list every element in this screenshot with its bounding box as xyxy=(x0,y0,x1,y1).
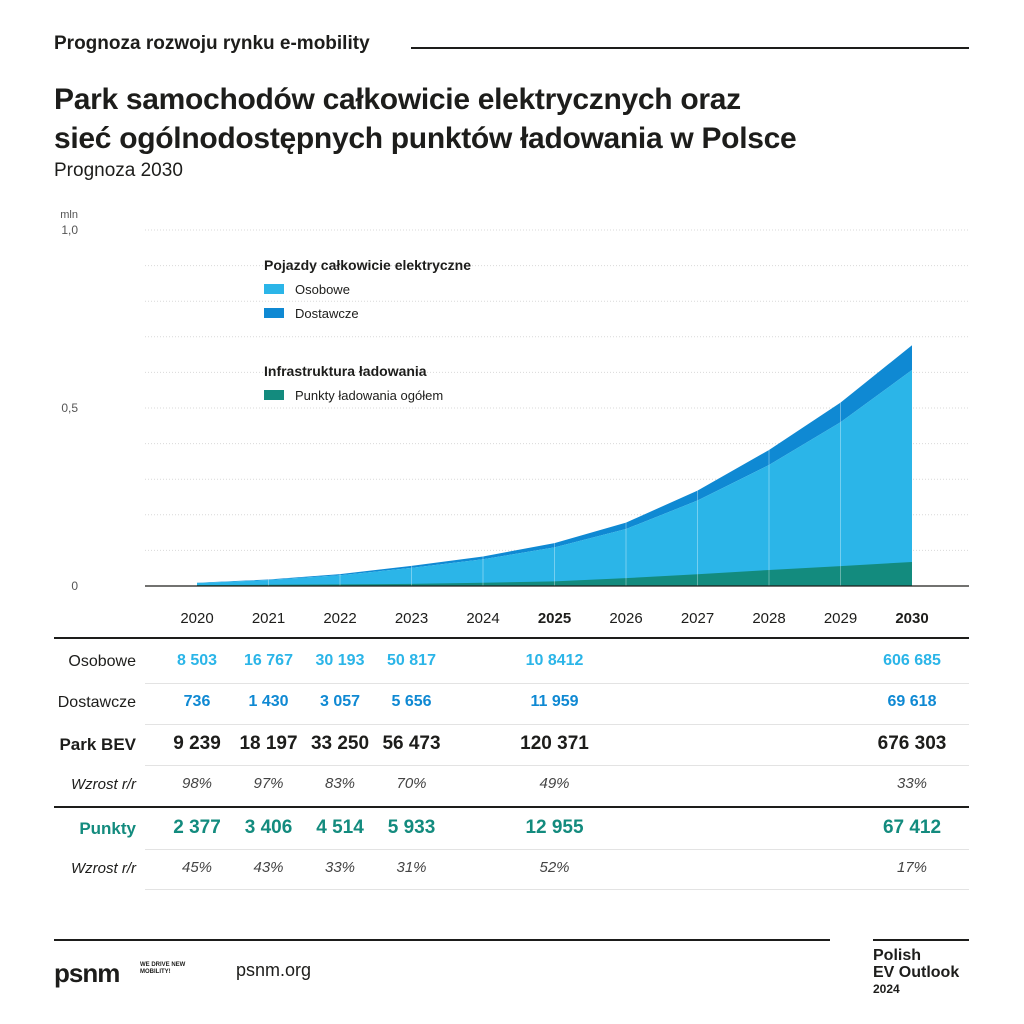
table-cell: 33 250 xyxy=(310,733,370,754)
page-title-line-2: sieć ogólnodostępnych punktów ładowania … xyxy=(54,122,797,155)
table-cell: 69 618 xyxy=(887,693,937,710)
table-cell: 50 817 xyxy=(387,652,436,669)
table-cell: 120 371 xyxy=(520,733,589,754)
table-cell: 98% xyxy=(181,775,213,792)
psnm-logo: psnm xyxy=(54,958,120,988)
table-cell: 83% xyxy=(324,775,356,792)
table-cell: 4 514 xyxy=(316,817,364,838)
table-cell: 11 959 xyxy=(530,693,579,710)
legend-punkty-swatch xyxy=(264,390,284,400)
brand-line-2: EV Outlook xyxy=(873,964,960,981)
table-cell: 10 8412 xyxy=(525,652,584,669)
x-tick-label: 2024 xyxy=(466,610,499,627)
table-rule xyxy=(145,849,969,850)
psnm-logo-tagline: WE DRIVE NEW MOBILITY! xyxy=(140,962,186,975)
area-dostawcze xyxy=(197,345,912,583)
x-tick-label: 2030 xyxy=(895,610,928,627)
table-cell: 16 767 xyxy=(244,652,293,669)
legend-osobowe-swatch xyxy=(264,284,284,294)
table-cell: 70% xyxy=(396,775,427,792)
y-tick-label: 1,0 xyxy=(61,223,78,237)
x-tick-label: 2020 xyxy=(180,610,213,627)
y-unit-label: mln xyxy=(60,209,78,221)
legend-group-infra-title: Infrastruktura ładowania xyxy=(264,363,427,379)
table-cell: 97% xyxy=(253,775,284,792)
table-cell: 3 406 xyxy=(244,817,293,838)
x-tick-label: 2026 xyxy=(609,610,642,627)
x-tick-label: 2027 xyxy=(681,610,714,627)
legend-group-vehicles-title: Pojazdy całkowicie elektryczne xyxy=(264,257,471,273)
table-rule xyxy=(145,889,969,890)
table-cell: 5 656 xyxy=(391,693,432,710)
x-tick-label: 2025 xyxy=(538,610,571,627)
legend-dostawcze-swatch xyxy=(264,308,284,318)
table-cell: 676 303 xyxy=(877,733,947,754)
table-cell: 45% xyxy=(181,859,213,876)
table-cell: 1 430 xyxy=(248,693,289,710)
table-row-label: Punkty xyxy=(79,819,136,838)
table-cell: 56 473 xyxy=(382,733,441,754)
table-cell: 31% xyxy=(396,859,427,876)
section-rule xyxy=(411,47,969,49)
table-cell: 30 193 xyxy=(315,652,365,669)
x-tick-label: 2028 xyxy=(752,610,785,627)
area-osobowe xyxy=(197,370,912,586)
table-rule xyxy=(145,724,969,725)
table-cell: 606 685 xyxy=(883,652,941,669)
y-tick-label: 0 xyxy=(71,579,78,593)
x-tick-label: 2021 xyxy=(252,610,285,627)
table-cell: 17% xyxy=(896,859,928,876)
table-row-label: Wzrost r/r xyxy=(71,860,136,877)
legend-osobowe-label: Osobowe xyxy=(295,282,350,297)
site-url[interactable]: psnm.org xyxy=(236,960,312,980)
brand-rule xyxy=(873,939,969,941)
table-cell: 736 xyxy=(183,693,211,710)
page-subtitle: Prognoza 2030 xyxy=(54,160,183,181)
page-title: Park samochodów całkowicie elektrycznych… xyxy=(54,80,797,158)
table-cell: 18 197 xyxy=(239,733,298,754)
x-tick-label: 2023 xyxy=(395,610,428,627)
table-row-label: Osobowe xyxy=(68,653,136,670)
table-rule xyxy=(145,683,969,684)
table-row-label: Dostawcze xyxy=(57,694,136,711)
table-cell: 67 412 xyxy=(882,817,942,838)
section-title: Prognoza rozwoju rynku e-mobility xyxy=(54,33,370,54)
table-cell: 33% xyxy=(896,775,928,792)
y-tick-label: 0,5 xyxy=(61,401,78,415)
table-row-label: Park BEV xyxy=(59,735,136,754)
legend-punkty-label: Punkty ładowania ogółem xyxy=(295,388,443,403)
table-cell: 49% xyxy=(539,775,570,792)
footer-rule xyxy=(54,939,830,941)
table-cell: 9 239 xyxy=(173,733,221,754)
x-tick-label: 2029 xyxy=(824,610,857,627)
table-cell: 5 933 xyxy=(387,817,436,838)
table-cell: 12 955 xyxy=(525,817,584,838)
legend-dostawcze-label: Dostawcze xyxy=(295,306,359,321)
bev-area-chart: mln 0 0,5 1,0 2020 2021 2022 2023 2024 2025 2026 20… xyxy=(60,209,969,627)
table-cell: 8 503 xyxy=(176,652,218,669)
table-cell: 33% xyxy=(324,859,356,876)
area-punkty xyxy=(197,562,912,586)
table-row-label: Wzrost r/r xyxy=(71,776,136,793)
table-rule xyxy=(145,765,969,766)
brand-line-1: Polish xyxy=(873,947,922,964)
table-cell: 3 057 xyxy=(319,693,361,710)
table-cell: 52% xyxy=(539,859,570,876)
page-title-line-1: Park samochodów całkowicie elektrycznych… xyxy=(54,83,741,116)
brand-year: 2024 xyxy=(873,982,900,996)
table-cell: 43% xyxy=(253,859,284,876)
table-rule xyxy=(54,806,969,808)
x-tick-label: 2022 xyxy=(323,610,356,627)
table-cell: 2 377 xyxy=(173,817,221,838)
